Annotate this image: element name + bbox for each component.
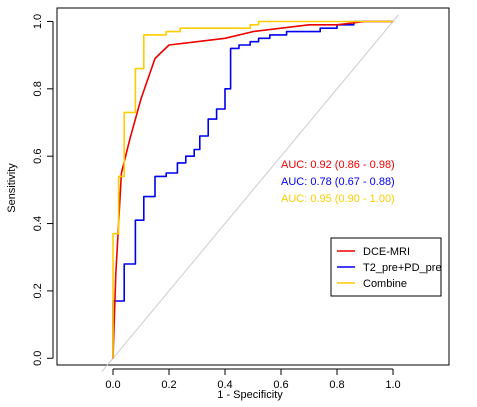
legend-label: T2_pre+PD_pre [363,262,442,274]
x-tick-label: 0.6 [273,379,288,391]
x-tick-label: 0.2 [161,379,176,391]
plot-frame [56,7,450,366]
y-tick-label: 0.6 [32,149,44,164]
legend-label: DCE-MRI [363,246,410,258]
y-tick-label: 0.8 [32,81,44,96]
x-axis-label: 1 - Specificity [217,389,283,401]
y-tick-label: 0.2 [32,283,44,298]
y-tick-label: 1.0 [32,14,44,29]
x-tick-label: 0.8 [329,379,344,391]
diagonal-reference-line [101,14,399,373]
x-tick-label: 0.0 [105,379,120,391]
y-tick-label: 0.4 [32,216,44,231]
x-tick-label: 1.0 [385,379,400,391]
auc-annotation: AUC: 0.78 (0.67 - 0.88) [281,176,395,188]
y-tick-label: 0.0 [32,351,44,366]
auc-annotation: AUC: 0.95 (0.90 - 1.00) [281,193,395,205]
roc-curve-t2-pre-pd-pre [112,20,393,359]
y-axis-label: Sensitivity [6,163,18,213]
x-tick-label: 0.4 [217,379,232,391]
plot-layer: 0.0 0.2 0.4 0.6 0.8 1.0 0.0 0.2 0.4 0.6 0.8 1.0 AUC:… [32,7,450,391]
roc-curve-combine [112,20,393,359]
legend-label: Combine [363,278,407,290]
auc-annotation: AUC: 0.92 (0.86 - 0.98) [281,159,395,171]
